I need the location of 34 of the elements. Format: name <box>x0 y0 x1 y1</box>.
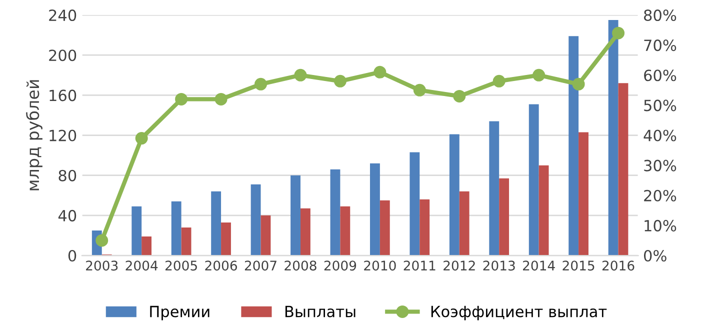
y2-tick-label: 20% <box>644 190 676 202</box>
y2-tick-label: 0% <box>644 250 666 262</box>
x-tick-label: 2006 <box>205 260 237 271</box>
y2-tick-label: 10% <box>644 220 676 232</box>
x-tick-label: 2015 <box>562 260 594 271</box>
y-tick-label: 200 <box>49 50 76 62</box>
x-tick-label: 2016 <box>602 260 634 271</box>
y2-tick-label: 50% <box>644 100 676 112</box>
y2-tick-label: 60% <box>644 70 676 82</box>
x-tick-label: 2011 <box>404 260 436 271</box>
y-tick-label: 80 <box>58 170 76 182</box>
x-tick-label: 2007 <box>244 260 276 271</box>
legend-label: Выплаты <box>285 306 356 318</box>
y-tick-label: 120 <box>50 130 76 142</box>
x-tick-label: 2013 <box>483 260 515 271</box>
x-tick-label: 2005 <box>165 260 197 271</box>
y-tick-label: 160 <box>50 90 76 102</box>
y-axis-title: млрд рублей <box>26 80 42 190</box>
y-tick-label: 0 <box>68 250 76 262</box>
y2-tick-label: 30% <box>644 160 676 172</box>
y2-tick-label: 80% <box>644 9 676 22</box>
x-tick-label: 2010 <box>364 260 396 271</box>
x-tick-label: 2012 <box>444 260 475 271</box>
x-tick-label: 2008 <box>284 260 316 271</box>
legend-label: Коэффициент выплат <box>431 306 607 320</box>
x-tick-label: 2014 <box>523 260 555 271</box>
y2-tick-label: 40% <box>644 130 676 142</box>
y-tick-label: 240 <box>49 9 76 22</box>
legend-label: Премии <box>150 306 210 320</box>
y-tick-label: 40 <box>58 210 76 222</box>
x-tick-label: 2004 <box>126 260 158 271</box>
x-tick-label: 2003 <box>86 260 118 271</box>
y2-tick-label: 70% <box>644 40 676 52</box>
x-tick-label: 2009 <box>324 260 356 271</box>
